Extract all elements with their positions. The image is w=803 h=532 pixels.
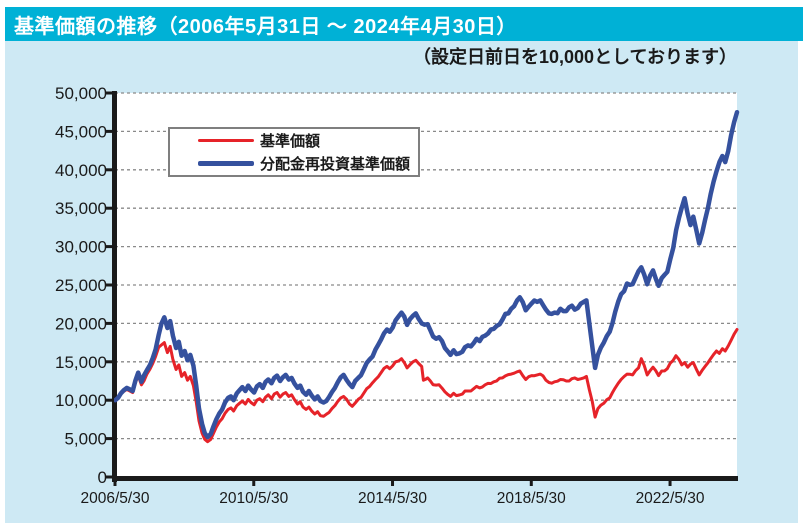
- x-axis-label: 2010/5/30: [219, 490, 288, 507]
- legend-label-reinvested: 分配金再投資基準価額: [260, 156, 411, 173]
- y-axis-label: 5,000: [64, 430, 107, 449]
- x-axis-line: [112, 476, 738, 481]
- y-axis-label: 10,000: [55, 391, 107, 410]
- y-axis-label: 35,000: [55, 199, 107, 218]
- page-title: 基準価額の推移（2006年5月31日 ～ 2024年4月30日）: [14, 15, 517, 38]
- blue-line-sample-icon: [198, 161, 254, 166]
- y-axis-label: 0: [98, 468, 107, 487]
- y-axis-label: 25,000: [55, 276, 107, 295]
- red-line-sample-icon: [198, 139, 254, 142]
- x-axis-label: 2014/5/30: [358, 490, 427, 507]
- legend-label-nav: 基準価額: [260, 133, 321, 150]
- y-axis-label: 45,000: [55, 122, 107, 141]
- nav-price-line: [114, 328, 739, 444]
- y-axis-label: 30,000: [55, 238, 107, 257]
- y-axis-label: 20,000: [55, 314, 107, 333]
- reinvested-nav-line: [114, 109, 740, 440]
- chart-legend: 基準価額 分配金再投資基準価額: [168, 127, 420, 177]
- y-axis-label: 40,000: [55, 161, 107, 180]
- chart-subtitle-note: （設定日前日を10,000としております）: [413, 47, 737, 67]
- legend-item-reinvested: 分配金再投資基準価額: [170, 154, 418, 174]
- x-axis-label: 2018/5/30: [497, 490, 566, 507]
- y-axis-label: 15,000: [55, 353, 107, 372]
- x-axis-label: 2006/5/30: [81, 490, 150, 507]
- legend-item-nav: 基準価額: [170, 131, 418, 151]
- y-axis-line: [112, 91, 117, 482]
- title-bar: 基準価額の推移（2006年5月31日 ～ 2024年4月30日）: [5, 7, 803, 41]
- x-axis-label: 2022/5/30: [636, 490, 705, 507]
- y-axis-label: 50,000: [55, 84, 107, 103]
